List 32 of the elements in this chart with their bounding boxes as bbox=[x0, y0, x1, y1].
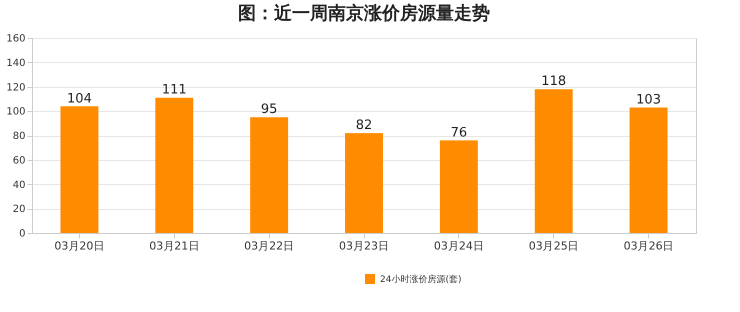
y-tick-label: 60 bbox=[12, 155, 26, 166]
x-tick-label: 03月26日 bbox=[624, 240, 674, 252]
bar bbox=[440, 140, 478, 233]
x-tick-label: 03月24日 bbox=[434, 240, 484, 252]
y-tick-label: 80 bbox=[12, 131, 26, 142]
data-label: 95 bbox=[260, 102, 278, 118]
data-label: 111 bbox=[162, 82, 187, 98]
data-label: 76 bbox=[450, 125, 468, 140]
x-tick-label: 03月23日 bbox=[339, 240, 389, 252]
y-tick-label: 140 bbox=[6, 58, 26, 69]
data-label: 103 bbox=[636, 92, 661, 108]
bar bbox=[345, 133, 383, 233]
y-tick-label: 0 bbox=[19, 228, 26, 240]
x-tick-label: 03月21日 bbox=[149, 240, 200, 252]
bar bbox=[630, 107, 668, 233]
chart-title: 图：近一周南京涨价房源量走势 bbox=[238, 3, 490, 24]
data-label: 104 bbox=[67, 91, 92, 106]
bar bbox=[534, 89, 573, 233]
y-tick-label: 20 bbox=[12, 204, 26, 216]
x-tick-label: 03月20日 bbox=[54, 240, 104, 252]
data-label: 82 bbox=[356, 118, 372, 134]
bar bbox=[155, 98, 194, 233]
bar bbox=[250, 117, 288, 233]
y-tick-label: 40 bbox=[12, 180, 26, 191]
legend-label: 24小时涨价房源(套) bbox=[380, 274, 462, 285]
data-label: 118 bbox=[541, 74, 566, 90]
bar bbox=[60, 106, 98, 233]
y-tick-label: 100 bbox=[6, 106, 26, 118]
x-tick-label: 03月22日 bbox=[244, 240, 294, 252]
y-tick-label: 160 bbox=[6, 34, 26, 44]
y-tick-label: 120 bbox=[6, 82, 26, 94]
x-tick-label: 03月25日 bbox=[528, 240, 579, 252]
